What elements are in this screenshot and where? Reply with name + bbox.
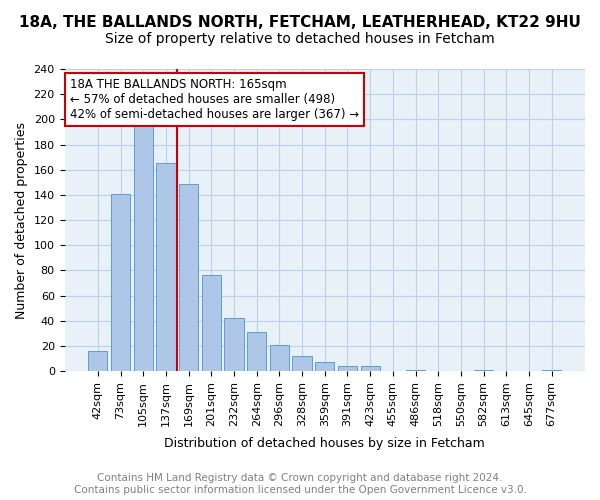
Bar — [202, 276, 221, 371]
X-axis label: Distribution of detached houses by size in Fetcham: Distribution of detached houses by size … — [164, 437, 485, 450]
Bar — [406, 370, 425, 371]
Bar — [247, 332, 266, 371]
Bar — [179, 184, 198, 371]
Bar — [156, 164, 176, 371]
Bar — [474, 370, 493, 371]
Text: 18A THE BALLANDS NORTH: 165sqm
← 57% of detached houses are smaller (498)
42% of: 18A THE BALLANDS NORTH: 165sqm ← 57% of … — [70, 78, 359, 121]
Bar — [315, 362, 334, 371]
Text: Contains HM Land Registry data © Crown copyright and database right 2024.
Contai: Contains HM Land Registry data © Crown c… — [74, 474, 526, 495]
Bar — [292, 356, 312, 371]
Bar — [542, 370, 562, 371]
Bar — [111, 194, 130, 371]
Text: 18A, THE BALLANDS NORTH, FETCHAM, LEATHERHEAD, KT22 9HU: 18A, THE BALLANDS NORTH, FETCHAM, LEATHE… — [19, 15, 581, 30]
Bar — [361, 366, 380, 371]
Bar — [270, 344, 289, 371]
Text: Size of property relative to detached houses in Fetcham: Size of property relative to detached ho… — [105, 32, 495, 46]
Bar — [134, 122, 153, 371]
Bar — [338, 366, 357, 371]
Bar — [88, 351, 107, 371]
Bar — [224, 318, 244, 371]
Y-axis label: Number of detached properties: Number of detached properties — [15, 122, 28, 318]
